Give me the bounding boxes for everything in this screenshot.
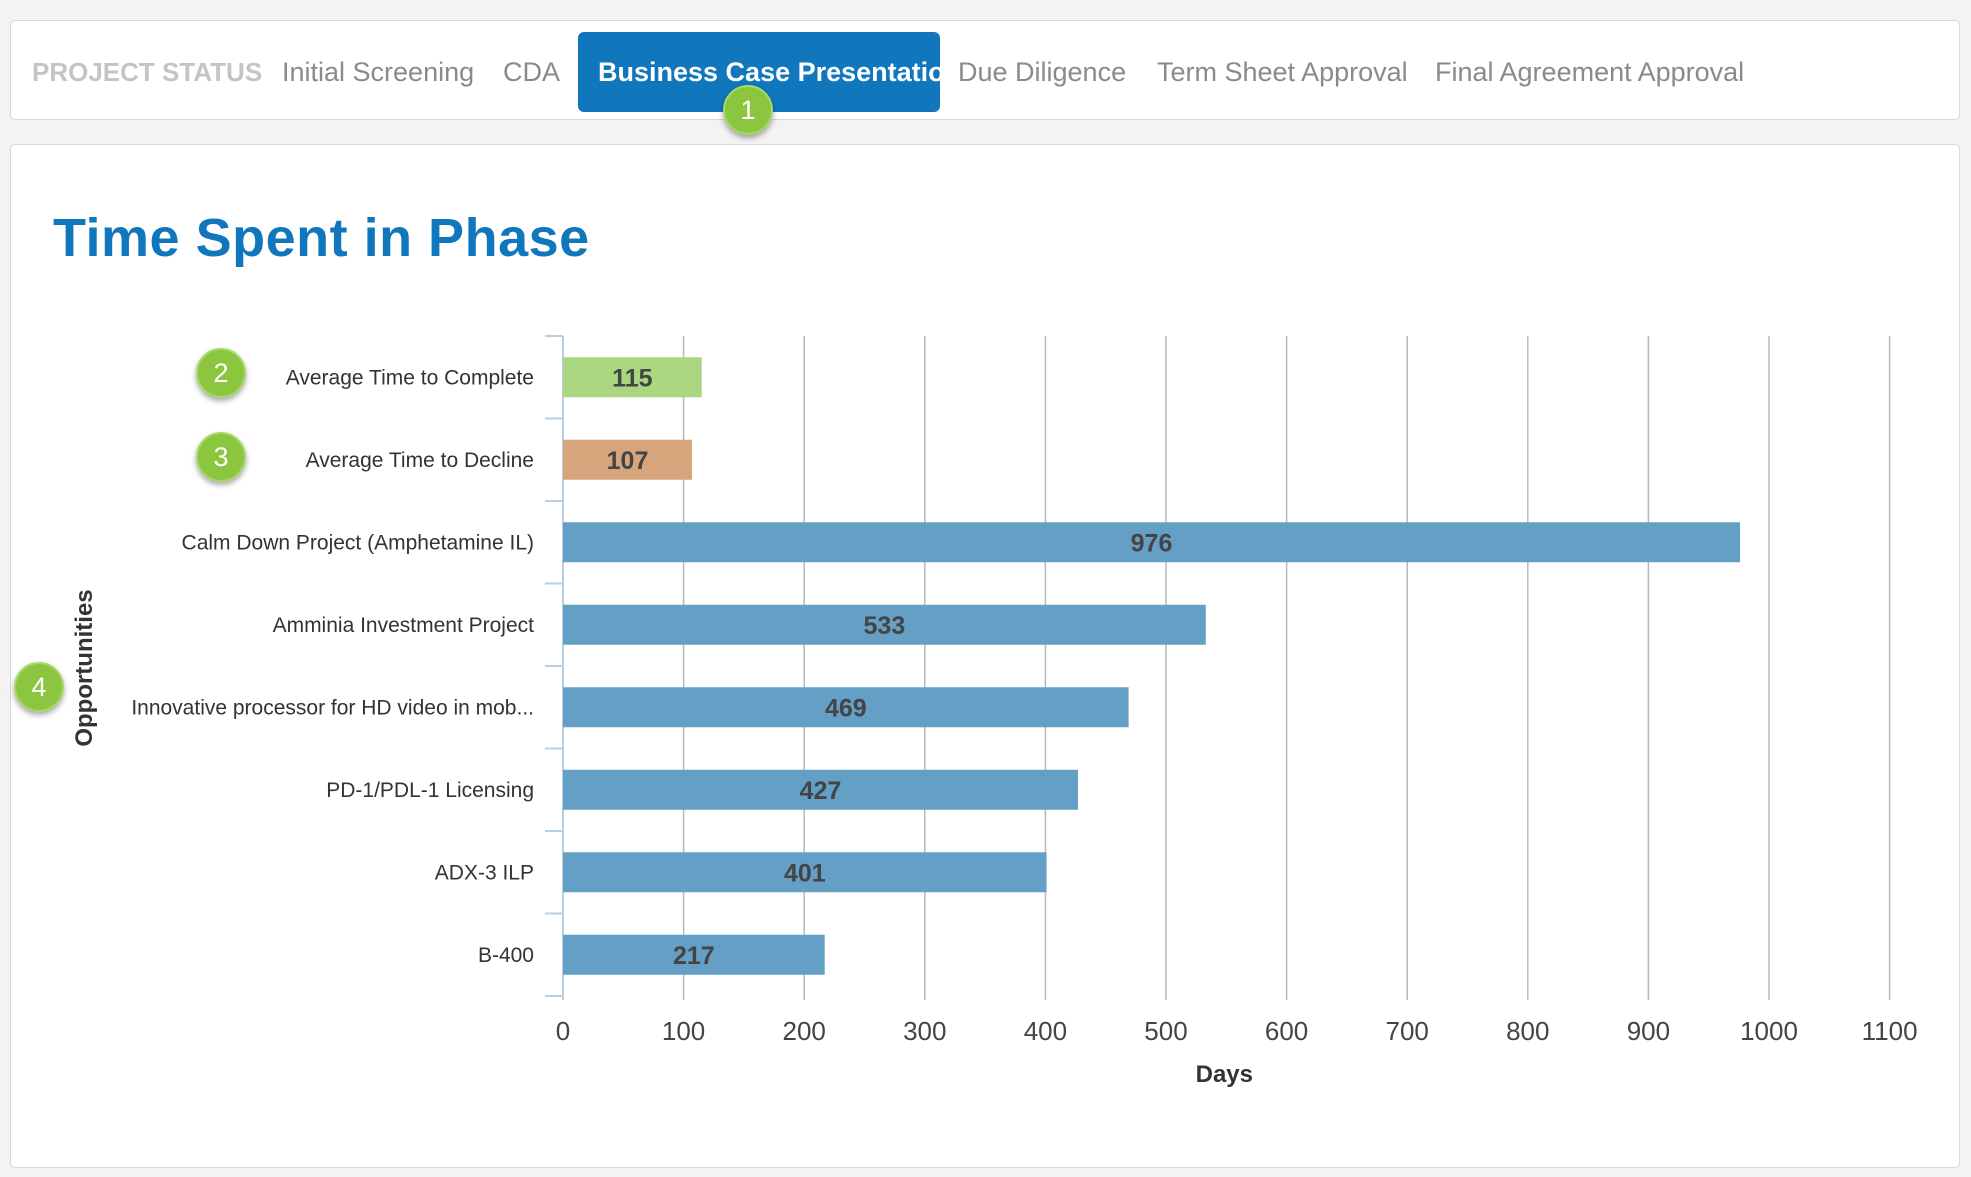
bar-value-label: 107 <box>607 447 649 475</box>
project-status-label: PROJECT STATUS <box>32 57 263 87</box>
x-tick-label: 200 <box>783 1016 826 1046</box>
category-label: ADX-3 ILP <box>435 861 534 884</box>
category-label: Calm Down Project (Amphetamine IL) <box>182 531 534 554</box>
category-label: B-400 <box>478 944 534 967</box>
bar <box>563 357 702 398</box>
x-tick-label: 0 <box>556 1016 570 1046</box>
bar-value-label: 469 <box>825 694 867 722</box>
tab-cda[interactable]: CDA <box>503 57 561 87</box>
bar <box>563 522 1741 563</box>
x-tick-label: 300 <box>903 1016 946 1046</box>
bar-value-label: 427 <box>800 777 842 805</box>
bar-value-label: 217 <box>673 942 715 970</box>
x-tick-label: 1000 <box>1740 1016 1798 1046</box>
tab-initial-screening[interactable]: Initial Screening <box>282 57 475 87</box>
x-tick-label: 100 <box>662 1016 705 1046</box>
callout-marker-2: 2 <box>196 348 246 398</box>
x-tick-label: 900 <box>1627 1016 1670 1046</box>
bar-value-label: 533 <box>864 612 906 640</box>
tab-business-case-presentation[interactable]: Business Case Presentation <box>578 32 961 112</box>
page-title: Time Spent in Phase <box>53 208 590 268</box>
callout-marker-3: 3 <box>196 432 246 482</box>
bar <box>563 439 693 480</box>
category-label: Average Time to Complete <box>286 366 534 389</box>
bar <box>563 604 1206 645</box>
bar <box>563 852 1047 893</box>
category-label: PD-1/PDL-1 Licensing <box>326 779 534 802</box>
x-tick-label: 1100 <box>1862 1016 1918 1046</box>
tab-due-diligence[interactable]: Due Diligence <box>958 57 1127 87</box>
content-panel: Time Spent in Phase <box>10 144 1960 1168</box>
x-tick-label: 700 <box>1386 1016 1429 1046</box>
bar <box>563 687 1129 728</box>
tab-final-agreement-approval[interactable]: Final Agreement Approval <box>1435 57 1745 87</box>
tab-term-sheet-approval[interactable]: Term Sheet Approval <box>1157 57 1408 87</box>
bar <box>563 769 1078 810</box>
bar-value-label: 401 <box>784 859 826 887</box>
category-label: Amminia Investment Project <box>273 614 535 637</box>
category-label: Innovative processor for HD video in mob… <box>131 696 534 719</box>
bar <box>563 934 825 975</box>
x-tick-label: 500 <box>1144 1016 1187 1046</box>
bar-value-label: 976 <box>1131 529 1173 557</box>
y-axis-title: Opportunities <box>71 589 98 746</box>
x-tick-label: 400 <box>1024 1016 1067 1046</box>
x-axis-title: Days <box>1196 1061 1253 1088</box>
x-tick-label: 800 <box>1506 1016 1549 1046</box>
bar-value-label: 115 <box>612 364 652 392</box>
x-tick-label: 600 <box>1265 1016 1308 1046</box>
callout-marker-1: 1 <box>723 85 773 135</box>
category-label: Average Time to Decline <box>306 449 534 472</box>
callout-marker-4: 4 <box>14 662 64 712</box>
project-status-tabs: PROJECT STATUS Initial Screening CDA Bus… <box>10 20 1960 120</box>
